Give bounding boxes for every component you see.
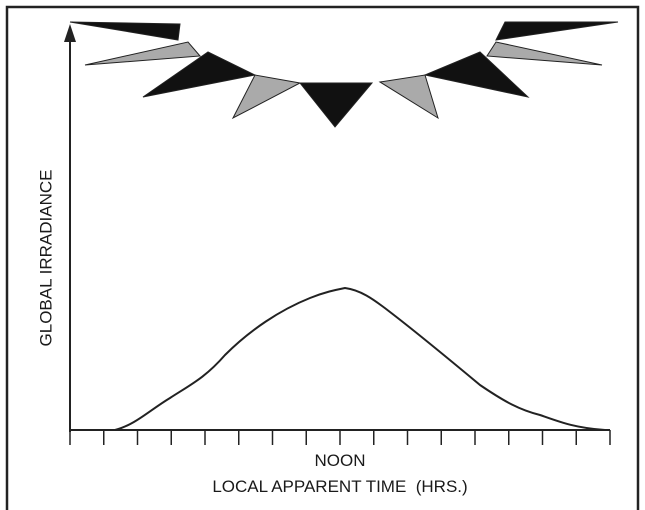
noon-label: NOON — [315, 451, 366, 470]
y-axis-label: GLOBAL IRRADIANCE — [36, 170, 55, 347]
ray — [486, 41, 603, 66]
x-axis-label: LOCAL APPARENT TIME (HRS.) — [212, 477, 467, 496]
ray — [142, 51, 257, 98]
ray — [423, 51, 530, 98]
irradiance-curve — [114, 286, 606, 431]
frame — [5, 5, 640, 510]
ray — [231, 74, 302, 120]
ray — [69, 21, 181, 41]
ray — [84, 41, 202, 66]
y-axis-arrow — [64, 24, 76, 42]
ray — [298, 82, 374, 128]
x-ticks — [69, 430, 611, 445]
sun — [69, 21, 619, 128]
ray — [495, 21, 619, 41]
ray — [378, 74, 439, 120]
